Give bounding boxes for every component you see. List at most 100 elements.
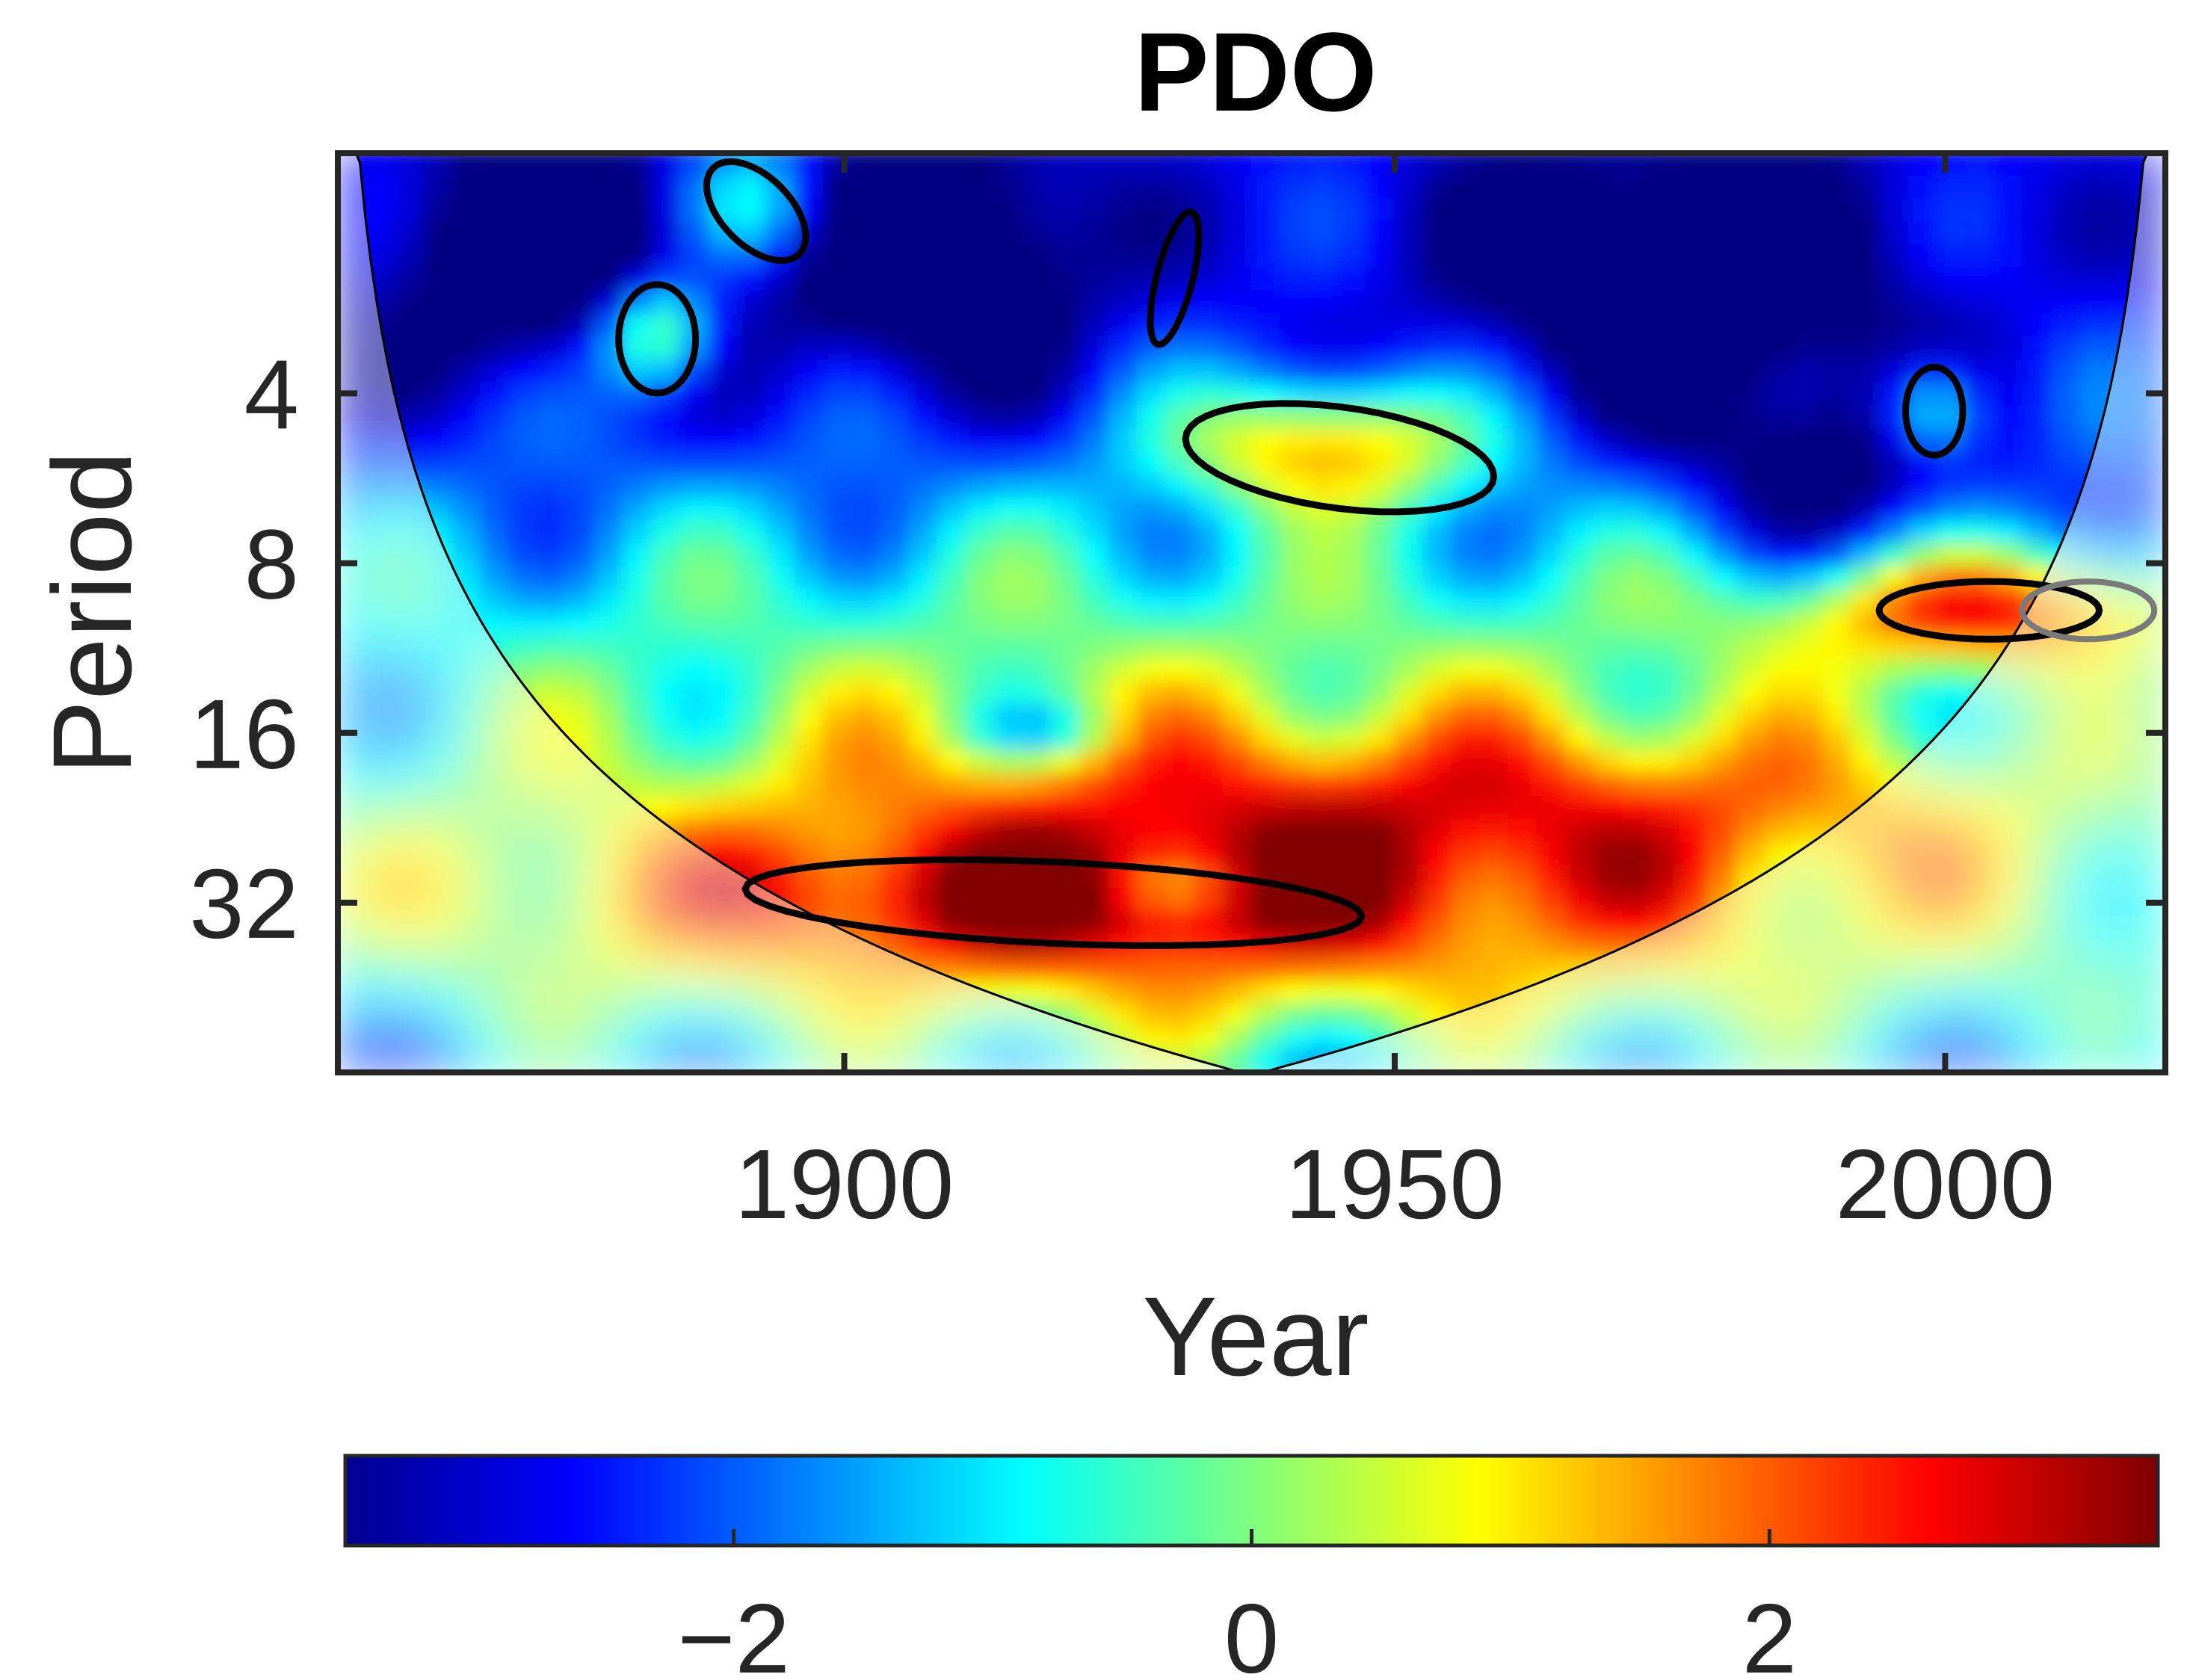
- heatmap-cell: [1508, 750, 1538, 775]
- heatmap-cell: [1822, 589, 1852, 614]
- heatmap-cell: [365, 980, 396, 1004]
- heatmap-cell: [1679, 957, 1709, 982]
- heatmap-cell: [2079, 933, 2109, 959]
- heatmap-cell: [1593, 428, 1624, 453]
- heatmap-cell: [1679, 1049, 1709, 1072]
- heatmap-cell: [2050, 888, 2081, 912]
- heatmap-cell: [480, 1025, 511, 1051]
- heatmap-cell: [1422, 933, 1452, 959]
- heatmap-cell: [679, 1049, 710, 1072]
- heatmap-cell: [1536, 910, 1567, 936]
- heatmap-cell: [1564, 910, 1595, 936]
- heatmap-cell: [1736, 957, 1767, 982]
- heatmap-cell: [593, 589, 624, 614]
- heatmap-cell: [508, 497, 539, 522]
- heatmap-cell: [1393, 841, 1424, 867]
- heatmap-cell: [1022, 566, 1053, 591]
- heatmap-cell: [1993, 750, 2023, 775]
- heatmap-cell: [2050, 336, 2081, 361]
- heatmap-cell: [1679, 267, 1709, 292]
- heatmap-cell: [1022, 497, 1053, 522]
- heatmap-cell: [1707, 612, 1738, 637]
- heatmap-cell: [1279, 405, 1310, 430]
- heatmap-cell: [794, 750, 824, 775]
- heatmap-cell: [2022, 198, 2052, 223]
- heatmap-cell: [1907, 1025, 1938, 1051]
- heatmap-cell: [1879, 428, 1910, 453]
- heatmap-cell: [338, 750, 368, 775]
- heatmap-cell: [1279, 474, 1310, 499]
- heatmap-cell: [993, 474, 1024, 499]
- heatmap-cell: [508, 750, 539, 775]
- heatmap-cell: [508, 634, 539, 660]
- heatmap-cell: [1250, 313, 1281, 339]
- heatmap-cell: [2079, 910, 2109, 936]
- heatmap-cell: [1622, 405, 1653, 430]
- heatmap-cell: [1622, 359, 1653, 384]
- heatmap-cell: [2022, 796, 2052, 821]
- heatmap-cell: [1964, 910, 1995, 936]
- heatmap-cell: [2050, 773, 2081, 798]
- heatmap-cell: [1822, 359, 1852, 384]
- heatmap-cell: [1936, 910, 1967, 936]
- heatmap-cell: [537, 244, 567, 269]
- heatmap-cell: [1279, 612, 1310, 637]
- heatmap-cell: [338, 313, 368, 339]
- heatmap-cell: [1993, 313, 2023, 339]
- heatmap-cell: [2022, 267, 2052, 292]
- heatmap-cell: [1051, 1025, 1082, 1051]
- heatmap-cell: [593, 841, 624, 867]
- heatmap-cell: [1307, 750, 1339, 775]
- heatmap-cell: [1993, 428, 2023, 453]
- heatmap-cell: [1222, 796, 1253, 821]
- heatmap-cell: [1793, 865, 1824, 890]
- heatmap-cell: [1650, 865, 1681, 890]
- heatmap-cell: [851, 865, 881, 890]
- heatmap-cell: [1679, 336, 1709, 361]
- heatmap-cell: [822, 497, 853, 522]
- heatmap-cell: [1022, 888, 1053, 912]
- heatmap-cell: [993, 957, 1024, 982]
- heatmap-cell: [623, 1002, 653, 1028]
- heatmap-cell: [1336, 634, 1367, 660]
- heatmap-cell: [765, 428, 796, 453]
- heatmap-cell: [1536, 589, 1567, 614]
- heatmap-cell: [851, 290, 881, 315]
- heatmap-cell: [1679, 634, 1709, 660]
- heatmap-cell: [537, 520, 567, 545]
- heatmap-cell: [2050, 221, 2081, 247]
- heatmap-cell: [2050, 153, 2081, 177]
- heatmap-cell: [1108, 313, 1138, 339]
- heatmap-cell: [965, 153, 996, 177]
- heatmap-cell: [1165, 841, 1196, 867]
- heatmap-cell: [1136, 1002, 1167, 1028]
- heatmap-cell: [565, 566, 596, 591]
- heatmap-cell: [1679, 750, 1709, 775]
- heatmap-cell: [1136, 359, 1167, 384]
- heatmap-cell: [1279, 198, 1310, 223]
- heatmap-cell: [394, 175, 425, 200]
- heatmap-cell: [1165, 175, 1196, 200]
- heatmap-cell: [1250, 221, 1281, 247]
- heatmap-cell: [1936, 589, 1967, 614]
- heatmap-cell: [2022, 841, 2052, 867]
- heatmap-cell: [993, 336, 1024, 361]
- heatmap-cell: [394, 704, 425, 729]
- heatmap-cell: [2079, 796, 2109, 821]
- heatmap-cell: [1194, 750, 1224, 775]
- heatmap-cell: [1079, 865, 1110, 890]
- heatmap-cell: [1279, 175, 1310, 200]
- heatmap-cell: [1479, 796, 1510, 821]
- heatmap-cell: [736, 474, 767, 499]
- heatmap-cell: [965, 1002, 996, 1028]
- heatmap-cell: [1679, 818, 1709, 844]
- heatmap-cell: [394, 658, 425, 683]
- heatmap-cell: [1136, 888, 1167, 912]
- heatmap-cell: [736, 773, 767, 798]
- heatmap-cell: [1165, 773, 1196, 798]
- heatmap-cell: [1450, 451, 1481, 476]
- heatmap-cell: [1393, 198, 1424, 223]
- heatmap-cell: [708, 818, 738, 844]
- heatmap-cell: [1736, 267, 1767, 292]
- heatmap-cell: [651, 841, 682, 867]
